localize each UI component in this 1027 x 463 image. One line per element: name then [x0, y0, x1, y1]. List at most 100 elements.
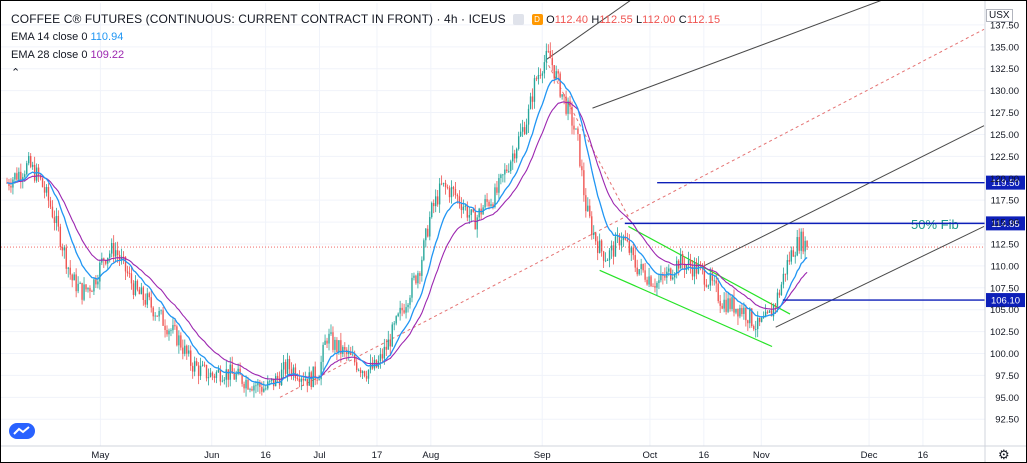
candle-body — [387, 339, 389, 350]
symbol-row[interactable]: COFFEE C® FUTURES (CONTINUOUS: CURRENT C… — [11, 10, 720, 28]
candle-body — [646, 279, 648, 285]
candle-body — [274, 376, 277, 387]
time-tick-label: Sep — [534, 450, 551, 461]
candle-body — [43, 187, 46, 193]
candle-body — [259, 382, 261, 387]
candle-body — [231, 364, 233, 374]
low-value: 112.00 — [642, 14, 676, 26]
candle-body — [223, 379, 226, 381]
candle-body — [107, 257, 109, 264]
candle-body — [63, 247, 65, 251]
price-tick-label: 100.00 — [990, 349, 1019, 360]
candle-body — [284, 362, 287, 374]
candle-body — [802, 231, 804, 252]
symbol-title: COFFEE C® FUTURES (CONTINUOUS: CURRENT C… — [11, 12, 506, 26]
candle-body — [401, 307, 403, 311]
tradingview-logo-icon[interactable] — [9, 421, 35, 441]
candle-body — [636, 267, 638, 275]
price-tick-label: 112.50 — [991, 239, 1019, 250]
candle-body — [508, 171, 510, 172]
candle-body — [557, 71, 559, 74]
price-tick-label: 107.50 — [990, 283, 1019, 294]
candle-body — [14, 173, 16, 180]
candle-body — [484, 199, 486, 208]
candle-body — [784, 273, 787, 275]
candle-body — [219, 369, 222, 382]
candle-body — [529, 96, 532, 109]
candle-body — [796, 237, 798, 256]
candle-body — [626, 239, 629, 242]
candle-body — [436, 196, 439, 205]
candle-body — [241, 374, 243, 384]
candle-body — [67, 267, 69, 269]
candle-body — [547, 50, 549, 52]
ema28-value: 109.22 — [90, 49, 125, 61]
candle-body — [555, 71, 557, 79]
candle-body — [89, 287, 91, 292]
candle-body — [444, 182, 447, 188]
candle-body — [35, 167, 38, 181]
candle-body — [211, 372, 214, 376]
candle-body — [806, 240, 808, 248]
candle-body — [591, 216, 593, 236]
candle-body — [755, 329, 757, 330]
candle-body — [703, 268, 706, 285]
candle-body — [354, 354, 356, 363]
time-tick-label: 16 — [918, 450, 929, 461]
candle-body — [567, 100, 569, 114]
daily-badge[interactable]: D — [531, 14, 543, 26]
channel-upper-line — [628, 225, 791, 315]
candle-body — [148, 293, 150, 298]
candle-body — [417, 273, 419, 284]
candle-body — [209, 372, 212, 378]
candle-body — [612, 245, 615, 257]
eye-icon[interactable] — [513, 14, 525, 26]
candle-body — [569, 100, 571, 107]
candle-body — [280, 369, 283, 386]
candle-body — [294, 367, 297, 378]
channel-lower-line — [599, 269, 773, 348]
settings-gear-icon[interactable]: ⚙ — [998, 447, 1010, 462]
candle-body — [525, 124, 528, 134]
candle-body — [83, 284, 85, 300]
pitchfork-mid-line — [703, 125, 985, 267]
candle-body — [600, 240, 603, 252]
currency-label[interactable]: USX — [986, 9, 1013, 22]
candle-body — [158, 310, 160, 317]
candle-body — [164, 325, 166, 331]
candle-body — [112, 243, 115, 257]
candle-body — [782, 273, 785, 285]
candle-body — [642, 264, 644, 271]
candle-body — [577, 128, 579, 135]
candle-body — [699, 264, 702, 266]
candle-body — [192, 365, 194, 372]
candle-body — [69, 267, 71, 275]
candle-body — [75, 274, 77, 292]
candle-body — [296, 377, 299, 379]
ema14-legend[interactable]: EMA 14 close 0 110.94 — [11, 28, 720, 46]
candle-body — [519, 131, 522, 137]
level-tag — [986, 293, 1025, 308]
candle-body — [265, 388, 267, 390]
collapse-legend-button[interactable]: ⌃ — [11, 67, 21, 79]
level-label: 106.10 — [991, 296, 1020, 307]
candle-body — [521, 127, 524, 132]
candle-body — [553, 65, 555, 79]
candle-body — [640, 264, 642, 270]
candle-body — [545, 50, 548, 63]
price-tick-label: 137.50 — [990, 20, 1019, 31]
candle-body — [719, 301, 721, 306]
candle-body — [31, 164, 34, 167]
candle-body — [308, 372, 310, 386]
ema28-legend[interactable]: EMA 28 close 0 109.22 — [11, 46, 720, 64]
candle-body — [604, 260, 607, 262]
candle-body — [355, 362, 358, 371]
price-tick-label: 130.00 — [990, 86, 1019, 97]
candle-body — [614, 236, 617, 257]
candle-body — [215, 372, 218, 379]
candle-body — [514, 153, 516, 159]
candle-body — [249, 389, 251, 390]
time-tick-label: Nov — [753, 450, 770, 461]
candle-body — [438, 183, 441, 205]
